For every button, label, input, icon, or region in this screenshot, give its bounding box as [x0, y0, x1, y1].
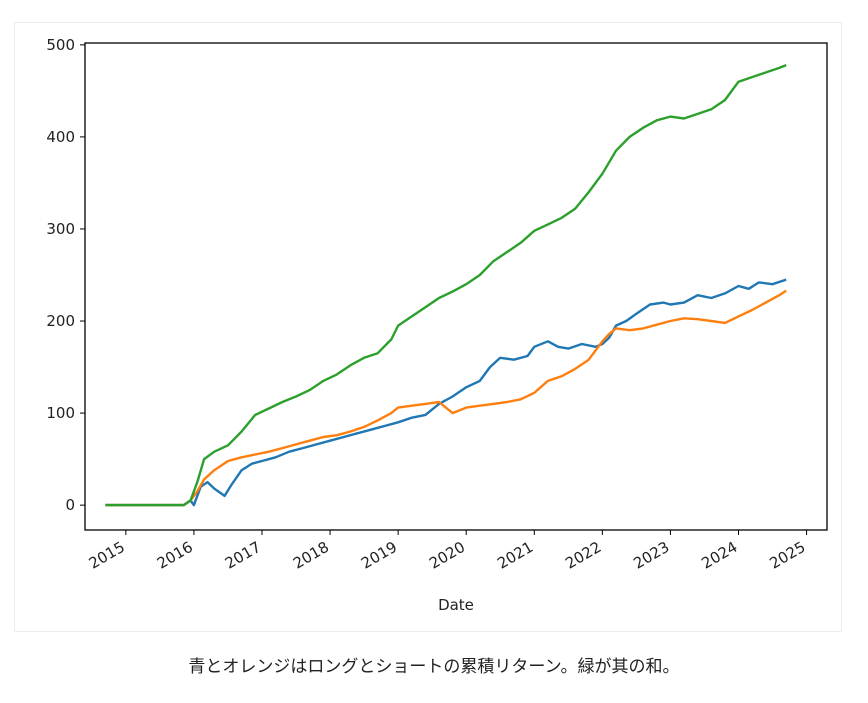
plot-area-frame — [84, 42, 828, 531]
plot-layer — [105, 63, 787, 507]
x-tick-label: 2019 — [358, 538, 400, 573]
figure-frame: 2015 2016 2017 2018 2019 2020 2021 2022 2023 2024… — [14, 22, 842, 632]
x-tick-label: 2022 — [562, 538, 604, 573]
x-tick-label: 2025 — [767, 538, 809, 573]
y-tick-label: 300 — [46, 220, 75, 238]
x-tick-label: 2020 — [426, 538, 468, 573]
series-line-3 — [105, 63, 787, 507]
line-chart: 2015 2016 2017 2018 2019 2020 2021 2022 2023 2024… — [46, 36, 828, 614]
series-line-1 — [105, 278, 787, 507]
x-tick-label: 2018 — [290, 538, 332, 573]
y-tick-label: 400 — [46, 128, 75, 146]
series-line-2 — [105, 289, 787, 507]
x-tick-label: 2016 — [154, 538, 196, 573]
x-tick-label: 2024 — [698, 538, 740, 573]
y-tick-label: 500 — [46, 36, 75, 54]
x-axis-label: Date — [438, 596, 474, 614]
x-tick-label: 2017 — [222, 538, 264, 573]
x-tick-label: 2023 — [630, 538, 672, 573]
y-tick-label: 0 — [65, 496, 75, 514]
y-axis: 0 100 200 300 400 500 — [46, 36, 85, 514]
y-tick-label: 100 — [46, 404, 75, 422]
y-tick-label: 200 — [46, 312, 75, 330]
x-axis: 2015 2016 2017 2018 2019 2020 2021 2022 2023 2024… — [86, 530, 809, 573]
x-tick-label: 2015 — [86, 538, 128, 573]
figure-caption: 青とオレンジはロングとショートの累積リターン。緑が其の和。 — [188, 657, 680, 677]
x-tick-label: 2021 — [494, 538, 536, 573]
